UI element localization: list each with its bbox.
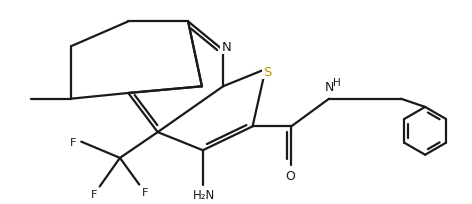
Text: N: N [221, 41, 231, 54]
Text: F: F [142, 187, 148, 197]
Text: S: S [263, 65, 272, 78]
Text: F: F [91, 189, 98, 199]
Text: O: O [286, 169, 295, 182]
Text: H: H [333, 78, 341, 88]
Text: N: N [324, 80, 334, 93]
Text: H₂N: H₂N [193, 188, 215, 201]
Text: F: F [70, 137, 76, 147]
